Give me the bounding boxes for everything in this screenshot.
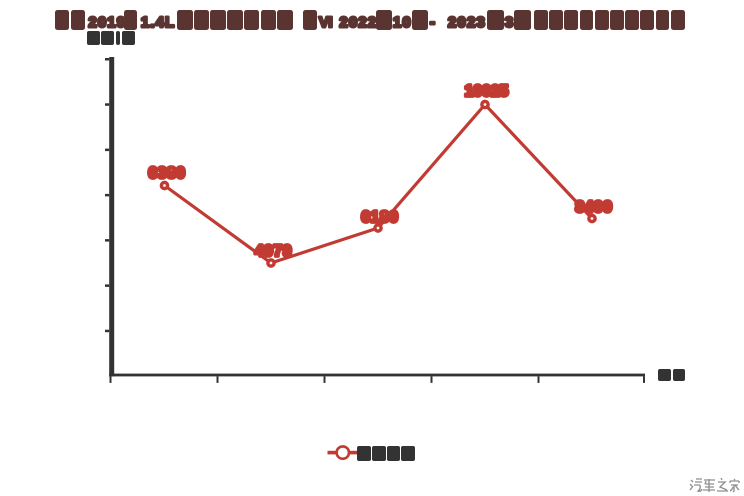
svg-text:3: 3: [505, 14, 514, 31]
svg-text:-: -: [430, 14, 436, 31]
svg-text:8499: 8499: [575, 199, 612, 216]
svg-text:6380: 6380: [148, 165, 185, 182]
svg-text:10: 10: [393, 14, 412, 31]
svg-text:VI: VI: [319, 14, 333, 31]
svg-text:2023: 2023: [448, 14, 486, 31]
svg-text:4979: 4979: [255, 243, 292, 260]
svg-text:2019: 2019: [88, 14, 126, 31]
svg-text:2022: 2022: [339, 14, 377, 31]
svg-text:6180: 6180: [361, 209, 398, 226]
svg-text:1.4L: 1.4L: [141, 14, 175, 31]
svg-text:10025: 10025: [465, 83, 509, 100]
